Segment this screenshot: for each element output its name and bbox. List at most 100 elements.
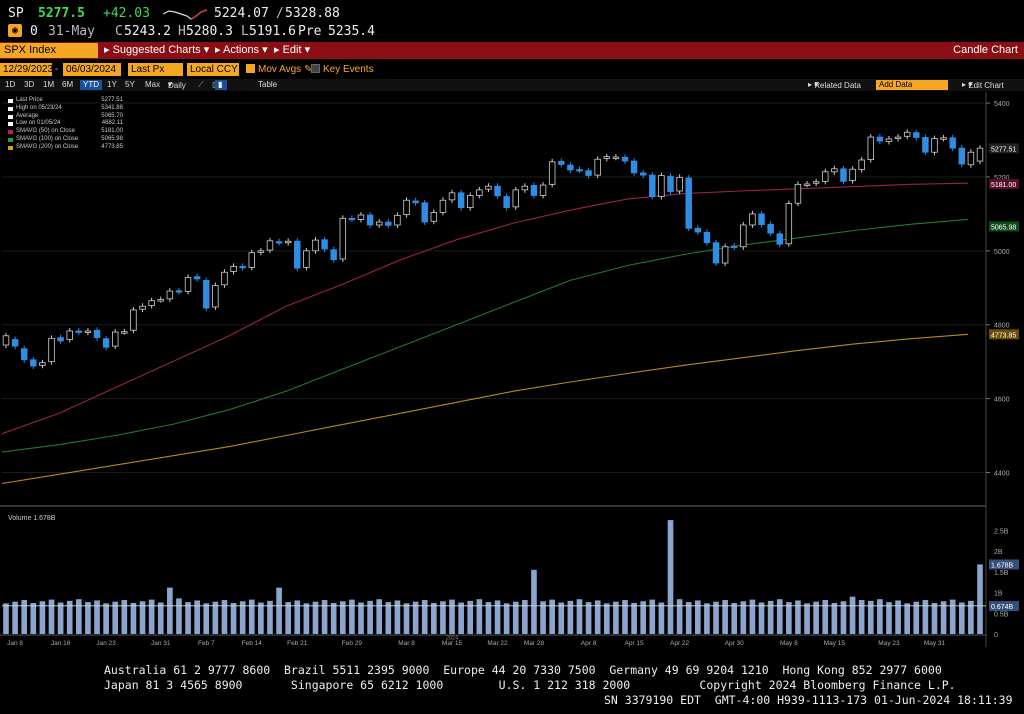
candle-body bbox=[585, 170, 592, 176]
volume-bar bbox=[594, 600, 601, 634]
volume-bar bbox=[203, 603, 210, 634]
candle-chart-icon[interactable]: ▮ bbox=[215, 80, 227, 90]
candle-body bbox=[521, 185, 529, 191]
volume-bar bbox=[176, 598, 182, 634]
volume-bar bbox=[958, 602, 965, 634]
volume-bar bbox=[121, 600, 128, 634]
volume-bar bbox=[139, 601, 146, 634]
volume-tick-label: 2.5B bbox=[994, 528, 1009, 535]
period-1y[interactable]: 1Y bbox=[107, 80, 117, 89]
volume-bar bbox=[30, 602, 37, 634]
pencil-icon[interactable]: ✎ bbox=[303, 64, 313, 75]
x-tick-label: Apr 15 bbox=[625, 640, 645, 647]
checkbox-icon bbox=[311, 64, 320, 73]
mov-avgs-toggle[interactable]: Mov Avgs ✎ bbox=[246, 63, 312, 76]
volume-bar bbox=[185, 602, 191, 634]
candle-body bbox=[967, 151, 975, 166]
x-tick-label: Jan 8 bbox=[7, 640, 23, 647]
volume-bar bbox=[12, 601, 18, 634]
legend-swatch bbox=[8, 114, 13, 119]
x-tick-label: Jan 23 bbox=[96, 640, 116, 647]
price-change: +42.03 bbox=[103, 6, 150, 21]
volume-bar bbox=[367, 600, 373, 634]
related-data-menu[interactable]: ▸ Related Data ▾ bbox=[808, 80, 861, 90]
period-3d[interactable]: 3D bbox=[24, 80, 35, 89]
volume-tick-label: 0.5B bbox=[994, 611, 1009, 618]
volume-bar bbox=[467, 600, 474, 634]
ticker-label: SP bbox=[8, 6, 24, 21]
table-button[interactable]: Table bbox=[258, 80, 278, 89]
actions-menu[interactable]: ▸ Actions ▾ bbox=[215, 44, 268, 56]
security-field[interactable]: SPX Index bbox=[0, 43, 98, 58]
period-6m[interactable]: 6M bbox=[62, 80, 74, 89]
volume-bar bbox=[403, 603, 410, 634]
volume-tag-label: 1.678B bbox=[991, 562, 1014, 569]
volume-bar bbox=[449, 599, 455, 634]
candle-body bbox=[922, 137, 929, 153]
end-date-field[interactable]: 06/03/2024 bbox=[63, 63, 121, 76]
volume-bar bbox=[667, 520, 674, 634]
volume-bar bbox=[694, 600, 701, 634]
frequency-select[interactable]: Daily ▾ bbox=[168, 80, 186, 90]
candle-body bbox=[175, 290, 183, 293]
period-max[interactable]: Max bbox=[145, 80, 161, 89]
candle-body bbox=[776, 233, 783, 245]
add-data-input[interactable]: Add Data bbox=[876, 80, 948, 90]
period-ytd[interactable]: YTD bbox=[80, 80, 102, 90]
candle-body bbox=[876, 136, 884, 142]
candle-body bbox=[166, 290, 174, 300]
price-field-select[interactable]: Last Px bbox=[128, 63, 183, 76]
pre-label: Pre bbox=[298, 24, 322, 39]
edit-menu[interactable]: ▸ Edit ▾ bbox=[274, 44, 311, 56]
candle-body bbox=[48, 337, 55, 363]
legend-label: SMAVG (50) on Close bbox=[16, 128, 75, 135]
candle-body bbox=[375, 221, 383, 226]
volume-bar bbox=[822, 600, 829, 634]
candle-body bbox=[703, 231, 711, 244]
volume-bar bbox=[431, 602, 437, 634]
start-date-field[interactable]: 12/29/2023 bbox=[0, 63, 53, 76]
volume-bar bbox=[321, 600, 328, 634]
candle-body bbox=[221, 271, 228, 286]
volume-bar bbox=[212, 601, 219, 634]
candle-body bbox=[20, 348, 28, 361]
candle-body bbox=[457, 192, 465, 209]
volume-bar bbox=[649, 599, 656, 634]
legend-value: 5181.00 bbox=[101, 128, 123, 135]
legend-swatch bbox=[8, 137, 13, 142]
volume-bar bbox=[394, 600, 401, 634]
y-tick-label: 5000 bbox=[994, 249, 1010, 256]
volume-bar bbox=[877, 599, 883, 634]
period-selector-row: 1D 3D 1M 6M YTD 1Y 5Y Max Daily ▾ ⟋ ▥ ▮ … bbox=[0, 79, 1024, 91]
volume-bar bbox=[722, 600, 728, 634]
volume-bar bbox=[76, 599, 82, 634]
low-price: 5191.6 bbox=[249, 24, 296, 39]
period-1m[interactable]: 1M bbox=[43, 80, 55, 89]
volume-bar bbox=[376, 599, 383, 634]
chart-background bbox=[0, 92, 1024, 662]
price-tag-label: 5065.98 bbox=[991, 224, 1016, 231]
candle-body bbox=[931, 138, 938, 153]
line-chart-icon[interactable]: ⟋ bbox=[198, 80, 204, 89]
candle-body bbox=[112, 331, 119, 347]
volume-bar bbox=[285, 602, 292, 634]
key-events-toggle[interactable]: Key Events bbox=[311, 63, 374, 76]
price-tag bbox=[989, 221, 1019, 232]
price-chart[interactable]: 4400460048005000520054005277.515181.0050… bbox=[0, 92, 1024, 662]
candle-body bbox=[885, 138, 893, 142]
volume-bar bbox=[931, 602, 938, 634]
volume-bar bbox=[221, 600, 228, 634]
period-5y[interactable]: 5Y bbox=[125, 80, 135, 89]
volume-bar bbox=[358, 602, 364, 634]
candle-body bbox=[512, 189, 519, 208]
edit-chart-button[interactable]: ▸ Edit Chart ▾ bbox=[962, 80, 1004, 90]
legend-label: SMAVG (200) on Close bbox=[16, 143, 79, 150]
period-1d[interactable]: 1D bbox=[5, 80, 16, 89]
currency-select[interactable]: Local CCY bbox=[187, 63, 239, 76]
candle-body bbox=[230, 265, 237, 272]
candle-body bbox=[75, 330, 83, 333]
suggested-charts-menu[interactable]: ▸ Suggested Charts ▾ bbox=[104, 44, 210, 56]
candle-body bbox=[949, 137, 956, 149]
volume-bar bbox=[685, 602, 692, 634]
volume-bar bbox=[312, 601, 319, 634]
